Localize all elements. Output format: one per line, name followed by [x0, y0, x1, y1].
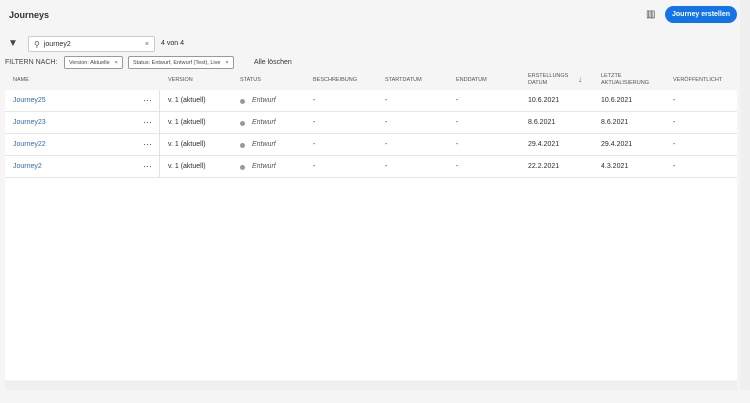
updated-date-cell: 4.3.2021	[601, 163, 629, 170]
status-dot-icon	[240, 99, 245, 104]
status-dot-icon	[240, 121, 245, 126]
version-cell: v. 1 (aktuell)	[168, 163, 206, 170]
search-icon: ⚲	[34, 39, 40, 49]
filter-label: FILTERN NACH:	[5, 59, 58, 66]
more-actions-icon[interactable]: ···	[143, 161, 152, 171]
status-text: Entwurf	[252, 97, 276, 104]
remove-chip-icon[interactable]: ×	[114, 59, 118, 66]
updated-date-cell: 10.6.2021	[601, 97, 633, 104]
column-header-created[interactable]: ERSTELLUNGS DATUM	[528, 73, 569, 86]
clear-search-icon[interactable]: ×	[144, 40, 149, 48]
journey-name-link[interactable]: Journey22	[13, 141, 46, 148]
column-divider	[159, 156, 160, 178]
table-row[interactable]: ··· Journey22 v. 1 (aktuell) Entwurf - - - 29.4…	[5, 134, 737, 156]
column-header-version[interactable]: VERSION	[168, 77, 193, 83]
horizontal-scrollbar[interactable]	[5, 381, 737, 390]
description-cell: -	[313, 119, 316, 126]
version-cell: v. 1 (aktuell)	[168, 119, 206, 126]
journeys-table: ··· Journey25 v. 1 (aktuell) Entwurf - - - 10.6…	[5, 90, 737, 380]
start-date-cell: -	[385, 97, 388, 104]
more-actions-icon[interactable]: ···	[143, 117, 152, 127]
filter-chip-version[interactable]: Version: Aktuelle ×	[64, 56, 123, 69]
filter-chip-status[interactable]: Status: Entwurf, Entwurf (Test), Live ×	[128, 56, 234, 69]
description-cell: -	[313, 97, 316, 104]
updated-date-cell: 8.6.2021	[601, 119, 629, 126]
status-text: Entwurf	[252, 141, 276, 148]
clear-all-filters-link[interactable]: Alle löschen	[254, 59, 292, 66]
column-settings-icon[interactable]: ▥	[646, 9, 656, 20]
vertical-scrollbar[interactable]	[740, 0, 750, 390]
column-header-name[interactable]: NAME	[13, 77, 29, 83]
end-date-cell: -	[456, 119, 459, 126]
created-date-cell: 22.2.2021	[528, 163, 560, 170]
column-header-published[interactable]: VERÖFFENTLICHT	[673, 77, 723, 83]
column-header-end-date[interactable]: ENDDATUM	[456, 77, 487, 83]
table-row[interactable]: ··· Journey23 v. 1 (aktuell) Entwurf - - - 8.6.…	[5, 112, 737, 134]
more-actions-icon[interactable]: ···	[143, 139, 152, 149]
table-row[interactable]: ··· Journey25 v. 1 (aktuell) Entwurf - - - 10.6…	[5, 90, 737, 112]
filter-icon[interactable]: ▼	[8, 38, 18, 49]
status-text: Entwurf	[252, 163, 276, 170]
status-text: Entwurf	[252, 119, 276, 126]
column-header-start-date[interactable]: STARTDATUM	[385, 77, 422, 83]
create-journey-button[interactable]: Journey erstellen	[665, 6, 737, 23]
end-date-cell: -	[456, 163, 459, 170]
chip-label: Version: Aktuelle	[69, 59, 110, 66]
status-dot-icon	[240, 165, 245, 170]
created-date-cell: 8.6.2021	[528, 119, 556, 126]
page-title: Journeys	[9, 10, 50, 20]
journey-name-link[interactable]: Journey23	[13, 119, 46, 126]
updated-date-cell: 29.4.2021	[601, 141, 633, 148]
search-value[interactable]: journey2	[43, 40, 71, 48]
description-cell: -	[313, 141, 316, 148]
version-cell: v. 1 (aktuell)	[168, 97, 206, 104]
created-date-cell: 29.4.2021	[528, 141, 560, 148]
column-header-description[interactable]: BESCHREIBUNG	[313, 77, 358, 83]
created-date-cell: 10.6.2021	[528, 97, 560, 104]
published-cell: -	[673, 163, 676, 170]
column-header-updated[interactable]: LETZTE AKTUALISIERUNG	[601, 73, 649, 86]
column-divider	[159, 112, 160, 134]
search-input[interactable]: ⚲ journey2 ×	[28, 36, 155, 52]
end-date-cell: -	[456, 97, 459, 104]
column-divider	[159, 134, 160, 156]
result-count: 4 von 4	[161, 40, 184, 47]
chip-label: Status: Entwurf, Entwurf (Test), Live	[133, 59, 221, 66]
more-actions-icon[interactable]: ···	[143, 95, 152, 105]
table-row[interactable]: ··· Journey2 v. 1 (aktuell) Entwurf - - - 22.2.…	[5, 156, 737, 178]
status-dot-icon	[240, 143, 245, 148]
published-cell: -	[673, 97, 676, 104]
end-date-cell: -	[456, 141, 459, 148]
published-cell: -	[673, 141, 676, 148]
journey-name-link[interactable]: Journey25	[13, 97, 46, 104]
start-date-cell: -	[385, 141, 388, 148]
column-divider	[159, 90, 160, 112]
version-cell: v. 1 (aktuell)	[168, 141, 206, 148]
remove-chip-icon[interactable]: ×	[225, 59, 229, 66]
description-cell: -	[313, 163, 316, 170]
journey-name-link[interactable]: Journey2	[13, 163, 42, 170]
start-date-cell: -	[385, 119, 388, 126]
sort-descending-icon[interactable]: ↓	[578, 75, 582, 84]
column-header-status[interactable]: STATUS	[240, 77, 261, 83]
published-cell: -	[673, 119, 676, 126]
start-date-cell: -	[385, 163, 388, 170]
